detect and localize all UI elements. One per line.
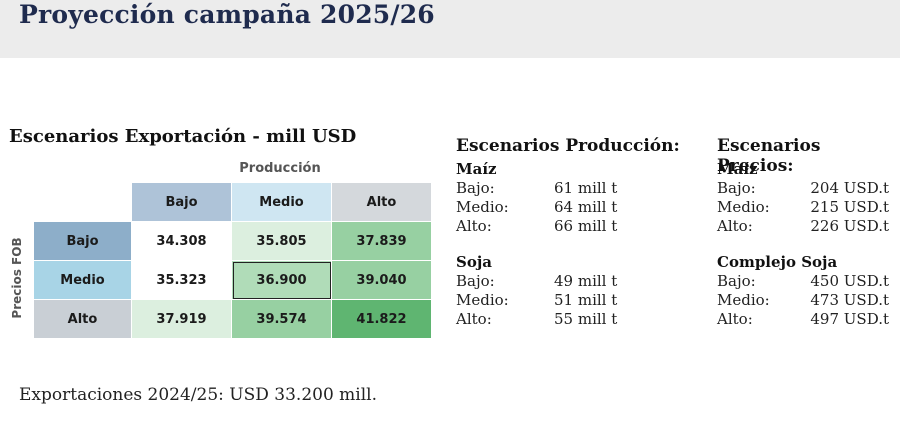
price-item: Bajo: 450 USD.t bbox=[717, 272, 897, 291]
row-header-alto: Alto bbox=[33, 299, 132, 339]
page-title: Proyección campaña 2025/26 bbox=[19, 0, 435, 29]
item-value: 64 mill t bbox=[554, 198, 618, 216]
item-label: Alto: bbox=[456, 217, 492, 235]
price-heading: Escenarios Precios: bbox=[717, 136, 821, 176]
item-value: 55 mill t bbox=[554, 310, 618, 328]
item-value: 49 mill t bbox=[554, 272, 618, 290]
col-header-bajo: Bajo bbox=[131, 182, 232, 222]
matrix-cell: 37.839 bbox=[331, 221, 432, 261]
production-item: Bajo: 49 mill t bbox=[456, 272, 696, 291]
price-group-title: Maíz bbox=[717, 160, 758, 178]
item-label: Bajo: bbox=[717, 179, 756, 197]
header-bar: Proyección campaña 2025/26 bbox=[0, 0, 900, 58]
price-item: Alto: 226 USD.t bbox=[717, 217, 897, 236]
price-item: Medio: 215 USD.t bbox=[717, 198, 897, 217]
matrix-cell: 39.574 bbox=[231, 299, 332, 339]
item-value: 215 USD.t bbox=[810, 198, 889, 216]
row-axis-label: Precios FOB bbox=[10, 237, 24, 319]
col-header-alto: Alto bbox=[331, 182, 432, 222]
production-scenarios: Escenarios Producción: Maíz Bajo: 61 mil… bbox=[456, 136, 696, 329]
column-axis-label: Producción bbox=[239, 161, 321, 176]
matrix-row: Medio 35.323 36.900 39.040 bbox=[33, 260, 432, 300]
matrix-title: Escenarios Exportación - mill USD bbox=[9, 126, 357, 147]
matrix-corner bbox=[34, 183, 132, 222]
row-header-bajo: Bajo bbox=[33, 221, 132, 261]
production-item: Alto: 66 mill t bbox=[456, 217, 696, 236]
item-label: Bajo: bbox=[456, 272, 495, 290]
production-heading: Escenarios Producción: bbox=[456, 136, 680, 156]
production-item: Medio: 51 mill t bbox=[456, 291, 696, 310]
production-item: Alto: 55 mill t bbox=[456, 310, 696, 329]
production-item: Bajo: 61 mill t bbox=[456, 179, 696, 198]
matrix-cell: 35.805 bbox=[231, 221, 332, 261]
item-label: Alto: bbox=[717, 310, 753, 328]
item-value: 61 mill t bbox=[554, 179, 618, 197]
item-value: 497 USD.t bbox=[810, 310, 889, 328]
matrix-cell: 34.308 bbox=[131, 221, 232, 261]
item-label: Medio: bbox=[717, 198, 770, 216]
item-label: Alto: bbox=[717, 217, 753, 235]
matrix-header-row: Bajo Medio Alto bbox=[34, 182, 432, 222]
item-label: Alto: bbox=[456, 310, 492, 328]
item-label: Medio: bbox=[456, 291, 509, 309]
col-header-medio: Medio bbox=[231, 182, 332, 222]
matrix-cell-highlighted: 36.900 bbox=[231, 260, 332, 300]
price-item: Medio: 473 USD.t bbox=[717, 291, 897, 310]
price-item: Alto: 497 USD.t bbox=[717, 310, 897, 329]
footer-note: Exportaciones 2024/25: USD 33.200 mill. bbox=[19, 385, 378, 405]
price-group-title: Complejo Soja bbox=[717, 253, 838, 271]
matrix-cell: 41.822 bbox=[331, 299, 432, 339]
item-value: 450 USD.t bbox=[810, 272, 889, 290]
matrix-cell: 39.040 bbox=[331, 260, 432, 300]
item-value: 226 USD.t bbox=[810, 217, 889, 235]
matrix-cell: 35.323 bbox=[131, 260, 232, 300]
item-value: 473 USD.t bbox=[810, 291, 889, 309]
price-scenarios: Escenarios Precios: Maíz Bajo: 204 USD.t… bbox=[717, 136, 897, 329]
price-item: Bajo: 204 USD.t bbox=[717, 179, 897, 198]
item-label: Bajo: bbox=[717, 272, 756, 290]
item-value: 204 USD.t bbox=[810, 179, 889, 197]
matrix-row: Alto 37.919 39.574 41.822 bbox=[33, 299, 432, 339]
item-value: 51 mill t bbox=[554, 291, 618, 309]
matrix-cell: 37.919 bbox=[131, 299, 232, 339]
item-label: Medio: bbox=[456, 198, 509, 216]
item-label: Medio: bbox=[717, 291, 770, 309]
export-scenarios-matrix: Bajo Medio Alto Bajo 34.308 35.805 37.83… bbox=[33, 182, 432, 339]
item-value: 66 mill t bbox=[554, 217, 618, 235]
item-label: Bajo: bbox=[456, 179, 495, 197]
production-group-title: Maíz bbox=[456, 160, 497, 178]
row-header-medio: Medio bbox=[33, 260, 132, 300]
production-item: Medio: 64 mill t bbox=[456, 198, 696, 217]
matrix-row: Bajo 34.308 35.805 37.839 bbox=[33, 221, 432, 261]
production-group-title: Soja bbox=[456, 253, 492, 271]
